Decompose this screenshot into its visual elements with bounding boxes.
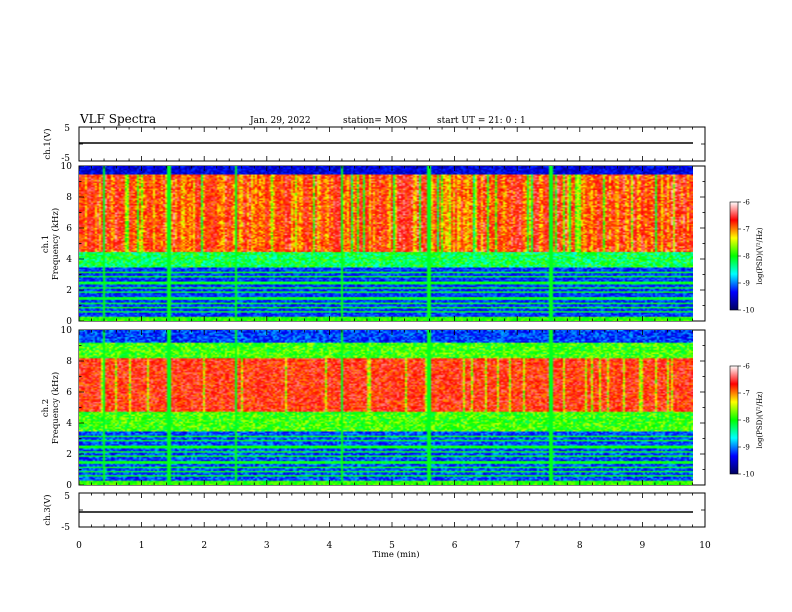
colorbar-tick-label: -8 bbox=[743, 253, 750, 261]
freq-tick-label: 6 bbox=[66, 388, 72, 398]
ch2-spectrogram-image bbox=[79, 330, 693, 485]
freq-tick-label: 4 bbox=[66, 419, 72, 429]
freq-tick-label: 8 bbox=[66, 193, 72, 203]
freq-tick-label: 2 bbox=[66, 450, 72, 460]
ch2-ylabel-channel: ch.2 bbox=[41, 399, 51, 417]
ch1-ylabel-frequency: Frequency (kHz) bbox=[50, 208, 61, 280]
freq-tick-label: 4 bbox=[66, 255, 72, 265]
time-tick-label: 5 bbox=[389, 541, 395, 551]
time-tick-label: 8 bbox=[577, 541, 583, 551]
colorbar-tick-label: -7 bbox=[743, 390, 750, 398]
ch3-voltage-panel: 5 -5 ch.3(V) bbox=[42, 492, 706, 533]
freq-tick-label: 6 bbox=[66, 224, 72, 234]
date-label: Jan. 29, 2022 bbox=[249, 116, 311, 126]
freq-tick-label: 8 bbox=[66, 357, 72, 367]
colorbar-tick-label: -6 bbox=[743, 363, 750, 371]
colorbar-tick-label: -8 bbox=[743, 417, 750, 425]
ch1-voltage-ylabel: ch.1(V) bbox=[42, 128, 53, 159]
colorbar-tick-label: -10 bbox=[743, 307, 754, 315]
colorbar-tick-label: -6 bbox=[743, 199, 750, 207]
ch1-voltage-panel: 5 -5 ch.1(V) bbox=[42, 124, 706, 164]
ch1-colorbar-label: log(PSD)(V²/Hz) bbox=[756, 227, 764, 284]
ch1-spectrogram-panel: 0 2 4 6 8 10 ch.1 Frequency (kHz) -10 -9 -8 -7 -6… bbox=[41, 162, 764, 327]
ch1-ylabel-channel: ch.1 bbox=[41, 235, 51, 253]
freq-tick-label: 10 bbox=[61, 326, 73, 336]
colorbar-tick-label: -7 bbox=[743, 226, 750, 234]
station-label: station= MOS bbox=[343, 116, 407, 126]
time-tick-label: 2 bbox=[201, 541, 207, 551]
ch3-voltage-ylabel: ch.3(V) bbox=[42, 494, 53, 525]
freq-tick-label: 10 bbox=[61, 162, 73, 172]
ch2-spectrogram-panel: 0 2 4 6 8 10 ch.2 Frequency (kHz) -10 -9 -8 -7 -6… bbox=[41, 326, 764, 491]
freq-tick-label: 0 bbox=[66, 317, 72, 327]
ch1-voltage-frame bbox=[78, 126, 706, 162]
start-ut-label: start UT = 21: 0 : 1 bbox=[437, 116, 526, 126]
ch2-colorbar-label: log(PSD)(V²/Hz) bbox=[756, 391, 764, 448]
ch2-colorbar: -10 -9 -8 -7 -6 log(PSD)(V²/Hz) bbox=[729, 363, 764, 479]
ch1-colorbar: -10 -9 -8 -7 -6 log(PSD)(V²/Hz) bbox=[729, 199, 764, 315]
time-tick-label: 7 bbox=[514, 541, 520, 551]
freq-tick-label: 2 bbox=[66, 286, 72, 296]
colorbar-tick-label: -9 bbox=[743, 444, 750, 452]
time-tick-label: 4 bbox=[327, 541, 333, 551]
ch1-ytick-top: 5 bbox=[64, 124, 70, 134]
ch2-ylabel-frequency: Frequency (kHz) bbox=[50, 372, 61, 444]
time-tick-label: 1 bbox=[139, 541, 145, 551]
ch1-ytick-bottom: -5 bbox=[61, 154, 70, 164]
ch3-ytick-bottom: -5 bbox=[61, 523, 70, 533]
ch2-colorbar-gradient bbox=[729, 365, 739, 475]
time-tick-label: 3 bbox=[264, 541, 270, 551]
time-axis-label: Time (min) bbox=[372, 549, 419, 560]
time-tick-label: 9 bbox=[640, 541, 646, 551]
time-axis: 0 1 2 3 4 5 6 7 8 9 10 bbox=[76, 127, 711, 551]
ch3-ytick-top: 5 bbox=[64, 492, 70, 502]
colorbar-tick-label: -10 bbox=[743, 471, 754, 479]
time-tick-label: 0 bbox=[76, 541, 82, 551]
ch1-spectrogram-image bbox=[79, 166, 693, 321]
freq-tick-label: 0 bbox=[66, 481, 72, 491]
figure-title: VLF Spectra bbox=[79, 112, 156, 126]
time-tick-label: 6 bbox=[452, 541, 458, 551]
time-tick-label: 10 bbox=[699, 541, 711, 551]
ch1-colorbar-gradient bbox=[729, 201, 739, 311]
ch3-voltage-frame bbox=[78, 492, 706, 528]
colorbar-tick-label: -9 bbox=[743, 280, 750, 288]
